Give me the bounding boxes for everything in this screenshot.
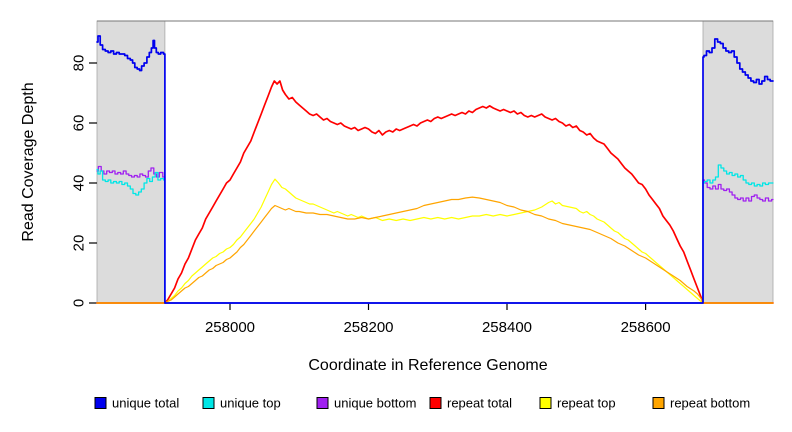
legend-label: repeat top (557, 396, 616, 411)
legend-label: unique bottom (334, 396, 416, 411)
legend-item-repeat-top: repeat top (539, 396, 616, 411)
y-axis-title: Read Coverage Depth (20, 82, 37, 241)
y-tick-label: 60 (70, 115, 87, 132)
y-tick-label: 20 (70, 235, 87, 252)
legend-label: repeat total (447, 396, 512, 411)
legend-item-unique-bottom: unique bottom (316, 396, 416, 411)
left-masked-region (96, 20, 166, 304)
legend-swatch-icon (94, 397, 107, 409)
x-tick-label: 258000 (205, 319, 255, 336)
legend-item-unique-total: unique total (94, 396, 179, 411)
legend-label: repeat bottom (670, 396, 750, 411)
masked-regions-layer (96, 20, 774, 304)
x-tick-label: 258200 (343, 319, 393, 336)
legend-label: unique total (112, 396, 179, 411)
series-line-repeat-top (96, 178, 774, 304)
legend-swatch-icon (316, 397, 329, 409)
x-tick-label: 258400 (482, 319, 532, 336)
series-line-repeat-total (96, 80, 774, 304)
legend-swatch-icon (429, 397, 442, 409)
legend-swatch-icon (652, 397, 665, 409)
y-tick-label: 40 (70, 175, 87, 192)
right-masked-region (702, 20, 774, 304)
series-line-repeat-bottom (96, 196, 774, 304)
legend-item-repeat-bottom: repeat bottom (652, 396, 750, 411)
series-lines-layer (96, 35, 774, 304)
legend-swatch-icon (202, 397, 215, 409)
y-tick-label: 0 (70, 299, 87, 307)
x-axis-title: Coordinate in Reference Genome (308, 357, 547, 374)
legend-item-unique-top: unique top (202, 396, 281, 411)
legend: unique total unique top unique bottom repea… (94, 396, 750, 411)
x-tick-label: 258600 (621, 319, 671, 336)
series-line-unique-total (96, 35, 774, 304)
axes-layer: 258000 258200 258400 258600 0 20 40 60 80 (70, 20, 773, 336)
legend-swatch-icon (539, 397, 552, 409)
legend-label: unique top (220, 396, 281, 411)
legend-item-repeat-total: repeat total (429, 396, 512, 411)
y-tick-label: 80 (70, 55, 87, 72)
